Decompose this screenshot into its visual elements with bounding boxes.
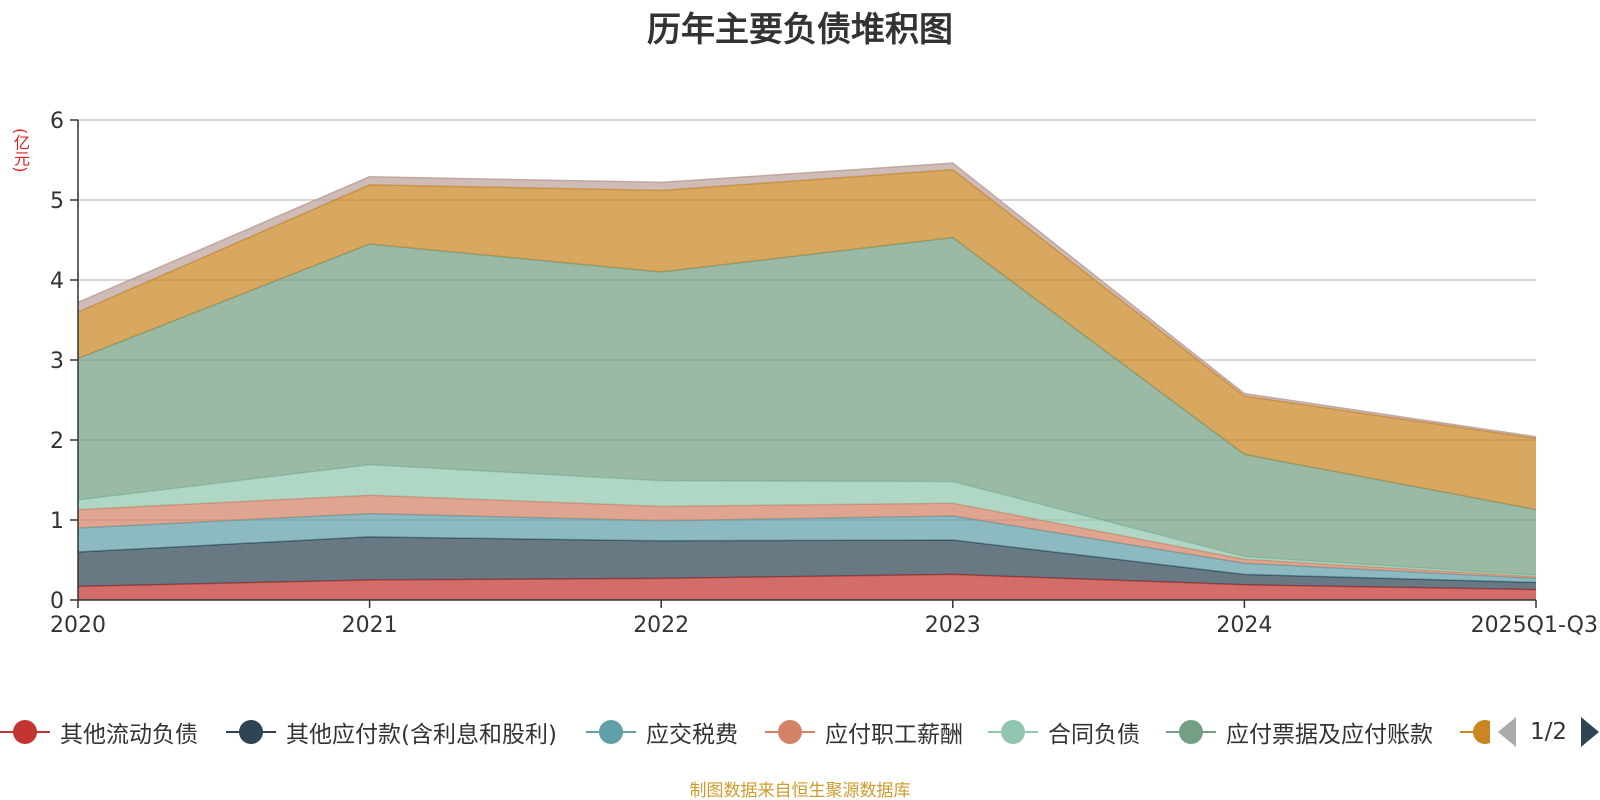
- legend-item-2[interactable]: 应交税费: [586, 712, 738, 752]
- legend-marker-icon: [1166, 719, 1216, 745]
- y-tick-label-1: 1: [50, 509, 64, 534]
- legend-label: 其他流动负债: [60, 722, 198, 748]
- legend-item-3[interactable]: 应付职工薪酬: [765, 712, 963, 752]
- legend-marker-icon: [226, 719, 276, 745]
- legend-item-0[interactable]: 其他流动负债: [0, 712, 198, 752]
- legend-item-1[interactable]: 其他应付款(含利息和股利): [226, 712, 557, 752]
- legend-marker-icon: [988, 719, 1038, 745]
- y-tick-label-5: 5: [50, 189, 64, 214]
- y-tick-label-4: 4: [50, 269, 64, 294]
- y-tick-label-6: 6: [50, 109, 64, 134]
- y-tick-label-2: 2: [50, 429, 64, 454]
- area-series-1: [78, 536, 1536, 590]
- area-series-2: [78, 513, 1536, 583]
- area-series-3: [78, 495, 1536, 579]
- legend-pager: 1/2: [1498, 712, 1600, 752]
- x-tick-label-0: 2020: [50, 613, 106, 638]
- y-tick-label-3: 3: [50, 349, 64, 374]
- area-series-0: [78, 574, 1536, 600]
- legend-marker-icon: [1460, 719, 1490, 745]
- x-tick-label-3: 2023: [925, 613, 981, 638]
- legend-page-indicator: 1/2: [1530, 719, 1568, 745]
- legend-marker-icon: [586, 719, 636, 745]
- x-tick-label-5: 2025Q1-Q3: [1471, 613, 1598, 638]
- area-line-series-7: [77, 162, 1537, 438]
- legend-next-page-icon[interactable]: [1581, 717, 1600, 747]
- legend-label: 合同负债: [1048, 722, 1140, 748]
- chart-title: 历年主要负债堆积图: [647, 10, 953, 50]
- area-chart: 0 1 2 3 4 5 6 2020 2021 2022 2023 2024 2025Q1-Q3: [50, 109, 1598, 638]
- x-tick-label-4: 2024: [1216, 613, 1272, 638]
- y-tick-label-0: 0: [50, 589, 64, 614]
- area-series-4: [78, 464, 1536, 577]
- x-tick-label-2: 2022: [633, 613, 689, 638]
- legend-item-6[interactable]: [1460, 712, 1490, 752]
- legend-prev-page-icon[interactable]: [1498, 717, 1516, 747]
- source-note: 制图数据来自恒生聚源数据库: [689, 781, 911, 800]
- legend-item-5[interactable]: 应付票据及应付账款: [1166, 712, 1433, 752]
- legend-item-4[interactable]: 合同负债: [988, 712, 1140, 752]
- legend-label: 应付票据及应付账款: [1226, 722, 1433, 748]
- area-series-6: [78, 169, 1536, 510]
- legend-marker-icon: [765, 719, 815, 745]
- area-series-5: [78, 237, 1536, 576]
- x-tick-label-1: 2021: [342, 613, 398, 638]
- legend-label: 其他应付款(含利息和股利): [286, 722, 557, 748]
- legend-marker-icon: [0, 719, 50, 745]
- legend: 其他流动负债 其他应付款(含利息和股利) 应交税费 应付职工薪酬 合同负债 应付票据及应付…: [0, 712, 1600, 752]
- y-axis-unit-label: (亿元): [11, 127, 30, 173]
- legend-label: 应交税费: [646, 722, 738, 748]
- legend-label: 应付职工薪酬: [825, 722, 963, 748]
